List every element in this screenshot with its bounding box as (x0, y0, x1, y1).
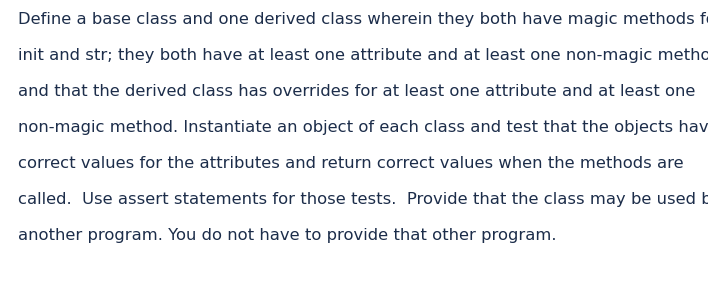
Text: another program. You do not have to provide that other program.: another program. You do not have to prov… (18, 228, 556, 243)
Text: init and str; they both have at least one attribute and at least one non-magic m: init and str; they both have at least on… (18, 48, 708, 63)
Text: correct values for the attributes and return correct values when the methods are: correct values for the attributes and re… (18, 156, 684, 171)
Text: called.  Use assert statements for those tests.  Provide that the class may be u: called. Use assert statements for those … (18, 192, 708, 207)
Text: non-magic method. Instantiate an object of each class and test that the objects : non-magic method. Instantiate an object … (18, 120, 708, 135)
Text: Define a base class and one derived class wherein they both have magic methods f: Define a base class and one derived clas… (18, 12, 708, 27)
Text: and that the derived class has overrides for at least one attribute and at least: and that the derived class has overrides… (18, 84, 695, 99)
